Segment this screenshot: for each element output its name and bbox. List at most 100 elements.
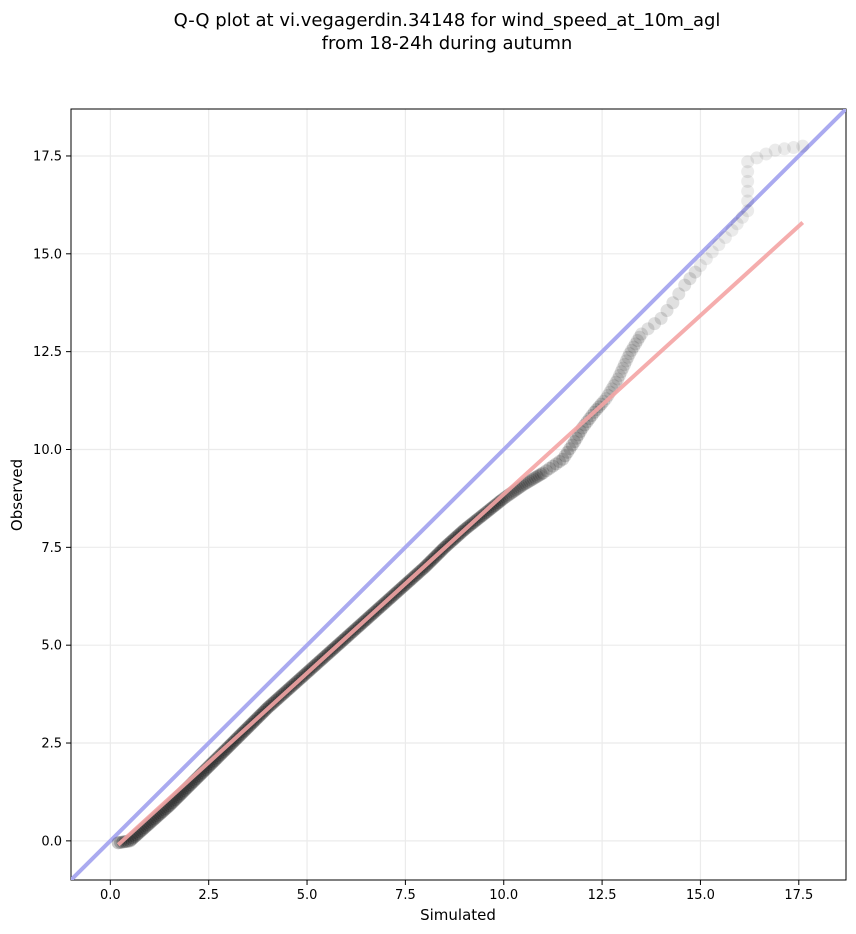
- x-tick-label: 10.0: [489, 888, 518, 903]
- quantile-point: [625, 343, 639, 357]
- quantile-point: [627, 340, 641, 354]
- y-tick-label: 12.5: [33, 345, 62, 360]
- quantile-point: [683, 272, 697, 286]
- quantile-point: [699, 252, 713, 266]
- chart-title-line-1: Q-Q plot at vi.vegagerdin.34148 for wind…: [174, 10, 721, 31]
- quantile-point: [660, 304, 674, 318]
- quantile-point: [741, 174, 755, 188]
- quantile-point: [490, 497, 504, 511]
- quantile-point: [614, 365, 628, 379]
- quantile-point: [678, 278, 692, 292]
- quantile-point: [609, 375, 623, 389]
- quantile-point: [560, 445, 574, 459]
- y-tick-label: 7.5: [41, 541, 62, 556]
- y-tick-label: 2.5: [41, 737, 62, 752]
- fit-line: [116, 221, 805, 847]
- quantile-point: [641, 322, 655, 336]
- quantile-point: [534, 467, 548, 481]
- quantile-point: [741, 194, 755, 208]
- quantile-point: [688, 265, 702, 279]
- quantile-point: [536, 466, 550, 480]
- quantile-point: [741, 155, 755, 169]
- quantile-point: [632, 330, 646, 344]
- y-tick-label: 10.0: [33, 443, 62, 458]
- quantile-point: [580, 415, 594, 429]
- quantile-point: [616, 361, 630, 375]
- x-tick-label: 17.5: [784, 888, 813, 903]
- quantile-point: [730, 217, 744, 231]
- y-axis-ticks: 0.0 2.5 5.0 7.5 10.0 12.5 15.0 17.5: [33, 149, 71, 849]
- quantile-point: [796, 139, 810, 153]
- quantile-point: [532, 468, 546, 482]
- quantile-point: [718, 231, 732, 244]
- quantile-point: [552, 455, 566, 469]
- axes-frame: [70, 108, 847, 881]
- quantile-point: [565, 438, 579, 452]
- x-tick-label: 7.5: [395, 888, 416, 903]
- quantile-point: [570, 431, 584, 445]
- quantile-point: [750, 151, 764, 165]
- quantile-point: [768, 143, 782, 157]
- y-axis-label: Observed: [8, 459, 26, 531]
- x-tick-label: 12.5: [588, 888, 617, 903]
- plot-content: [71, 109, 846, 880]
- quantile-point: [524, 473, 538, 487]
- quantile-point: [648, 317, 662, 331]
- quantile-point: [211, 750, 225, 764]
- quantile-point: [741, 204, 755, 218]
- quantile-point: [209, 752, 223, 766]
- quantile-point: [539, 464, 553, 478]
- quantile-point: [741, 184, 755, 198]
- quantile-point: [526, 472, 540, 486]
- quantile-point: [546, 459, 560, 473]
- quantile-point: [613, 368, 627, 382]
- quantile-point: [558, 449, 572, 463]
- quantile-point: [118, 835, 132, 849]
- quantile-point: [693, 259, 707, 273]
- quantile-point: [556, 452, 570, 466]
- x-tick-label: 2.5: [198, 888, 219, 903]
- quantile-point: [611, 372, 625, 386]
- quantile-point: [212, 749, 226, 763]
- quantile-point: [735, 210, 749, 224]
- quantile-point: [528, 471, 542, 485]
- x-axis-label: Simulated: [420, 906, 496, 924]
- plot-area-border: [70, 108, 847, 881]
- quantile-point: [629, 337, 643, 351]
- quantile-point: [759, 147, 773, 161]
- quantile-point: [741, 165, 755, 179]
- quantile-point: [712, 238, 726, 252]
- quantile-point: [563, 442, 577, 456]
- quantile-point: [777, 142, 791, 156]
- quantile-point: [488, 499, 502, 513]
- quantile-point: [621, 350, 635, 364]
- quantile-point: [630, 334, 644, 348]
- y-tick-label: 15.0: [33, 247, 62, 262]
- quantile-point: [787, 140, 801, 154]
- y-tick-label: 17.5: [33, 149, 62, 164]
- x-axis-ticks: 0.0 2.5 5.0 7.5 10.0 12.5 15.0 17.5: [100, 880, 813, 903]
- quantile-point: [705, 245, 719, 259]
- quantile-point: [623, 347, 637, 361]
- x-tick-label: 0.0: [100, 888, 121, 903]
- quantile-point: [725, 223, 739, 237]
- reference-line-1to1: [71, 109, 846, 880]
- quantile-point: [520, 475, 534, 489]
- x-tick-label: 5.0: [297, 888, 318, 903]
- chart-title-line-2: from 18-24h during autumn: [322, 33, 573, 54]
- y-tick-label: 0.0: [41, 834, 62, 849]
- x-tick-label: 15.0: [686, 888, 715, 903]
- quantile-point: [654, 311, 668, 325]
- quantile-point: [530, 469, 544, 483]
- quantile-point: [543, 461, 557, 475]
- quantile-point: [522, 474, 536, 488]
- quantile-point: [666, 296, 680, 310]
- y-tick-label: 5.0: [41, 639, 62, 654]
- quantile-point: [518, 477, 532, 491]
- quantile-point: [208, 753, 222, 767]
- quantile-point: [549, 457, 563, 471]
- quantile-point: [618, 358, 632, 372]
- quantile-point: [568, 435, 582, 449]
- quantile-point: [634, 327, 648, 341]
